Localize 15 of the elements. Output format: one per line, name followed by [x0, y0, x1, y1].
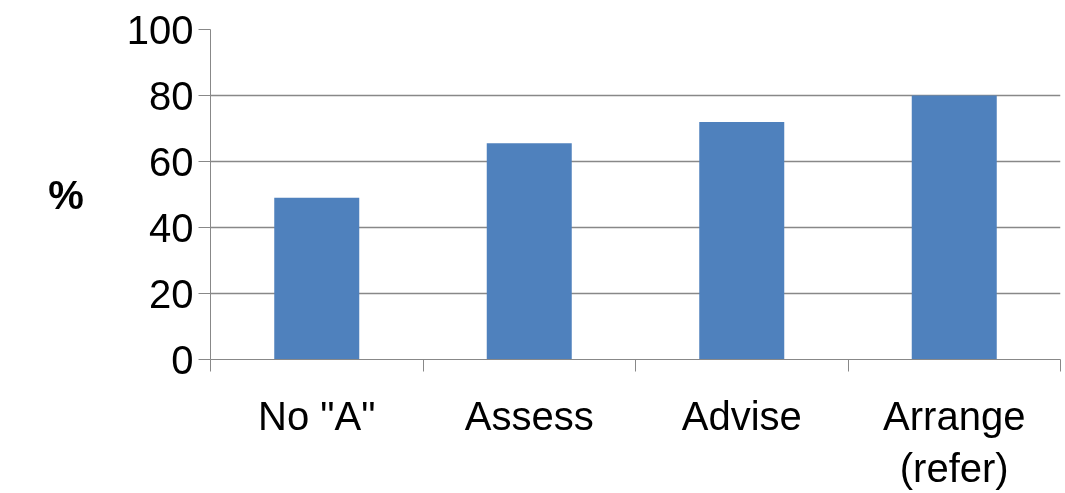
bar	[699, 121, 785, 360]
x-tick-label: Assess	[464, 393, 594, 438]
y-tick-label: 20	[149, 271, 194, 316]
bar	[486, 143, 572, 360]
x-tick-label: No "A"	[258, 393, 376, 438]
y-tick-label: 40	[149, 205, 194, 250]
y-tick-label: 60	[149, 139, 194, 184]
y-axis-title: %	[48, 172, 84, 217]
x-tick-label: Advise	[681, 393, 802, 438]
x-tick-label: Arrange (refer)	[883, 393, 1026, 491]
bar	[274, 197, 360, 360]
y-tick-label: 100	[126, 7, 194, 52]
bar	[911, 95, 997, 360]
y-tick-label: 80	[149, 73, 194, 118]
y-tick-label: 0	[171, 337, 194, 382]
